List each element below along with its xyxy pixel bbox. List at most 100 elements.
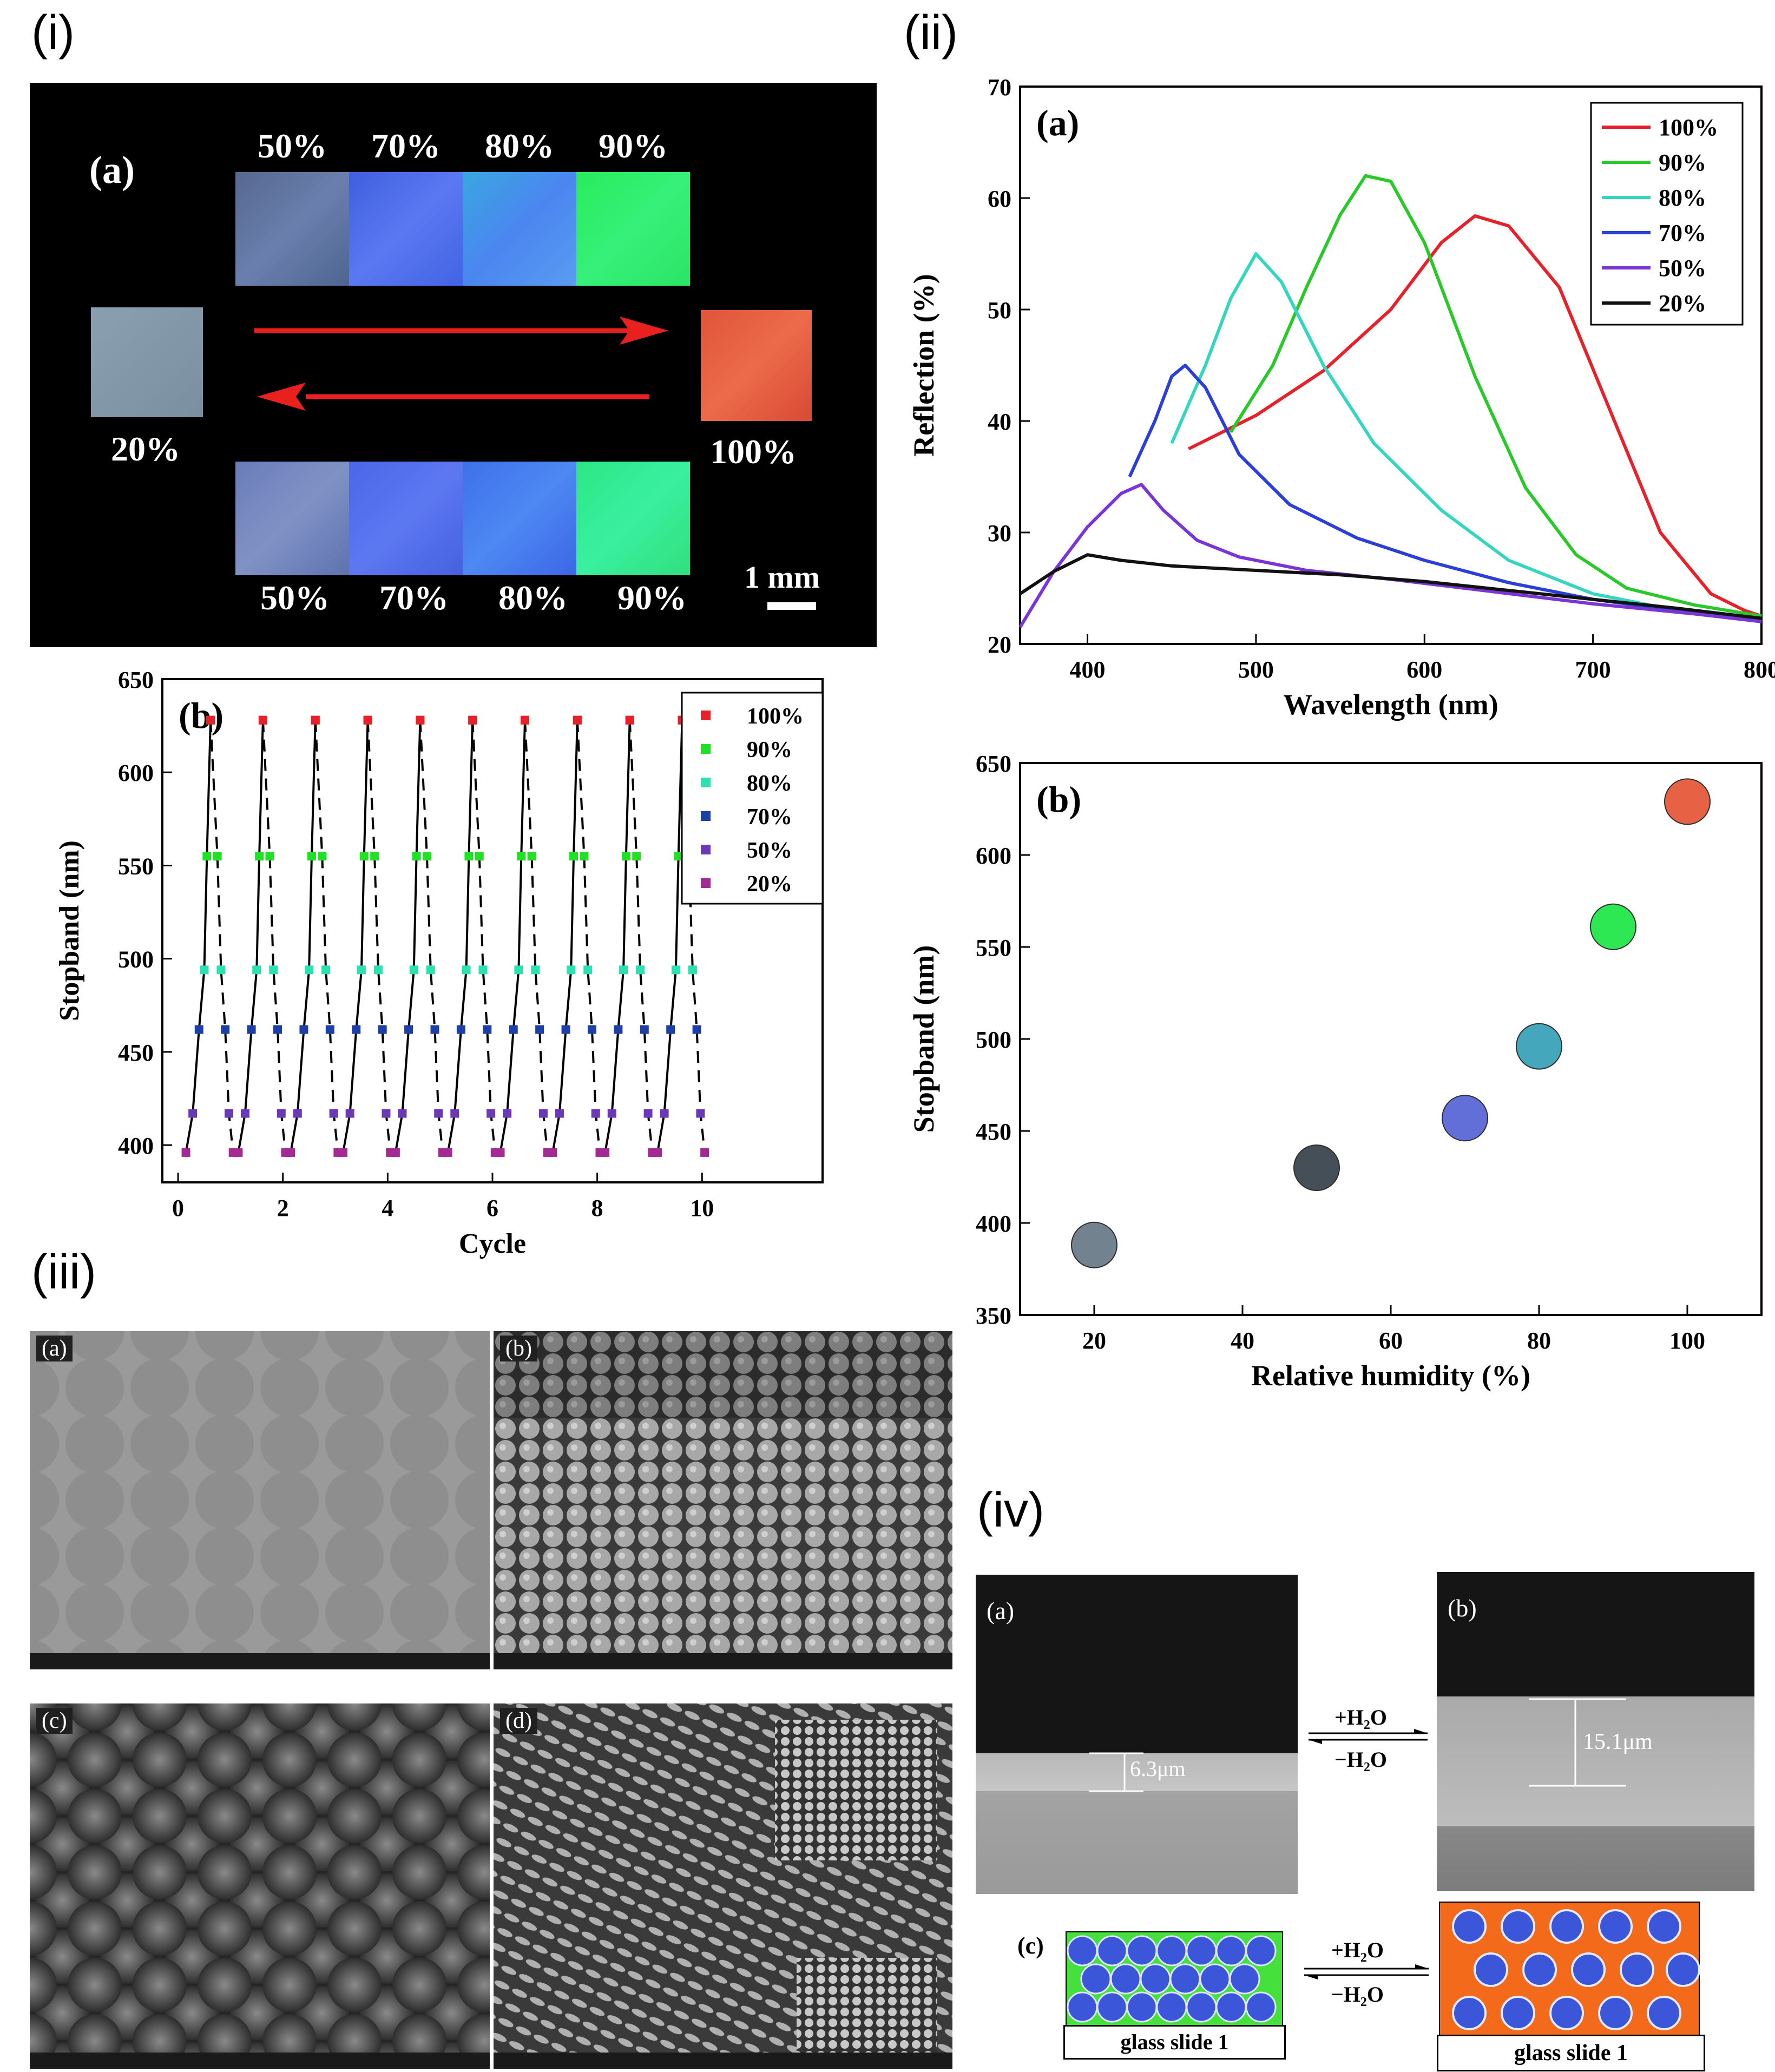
data-point xyxy=(434,1109,443,1118)
swatch-100 xyxy=(701,310,812,421)
data-point xyxy=(188,1109,198,1118)
thickness-a: 6.3μm xyxy=(1130,1757,1186,1781)
colloid-sphere xyxy=(1647,1996,1681,2030)
cycle-rise-line xyxy=(499,720,527,1153)
colloid-sphere xyxy=(1186,1991,1217,2023)
plot-frame xyxy=(1019,762,1763,1316)
sem-image-c: (c) xyxy=(30,1703,490,2069)
sem-label-d: (d) xyxy=(500,1708,537,1734)
data-point xyxy=(224,1109,233,1118)
data-point xyxy=(247,1025,256,1034)
swatch-top-70 xyxy=(349,172,463,286)
data-point xyxy=(688,965,697,975)
scale-label: 1 mm xyxy=(744,560,820,595)
y-axis-label: Stopband (nm) xyxy=(54,840,85,1021)
colloid-sphere xyxy=(1571,1952,1606,1987)
data-point xyxy=(286,1148,295,1157)
data-point xyxy=(1293,1144,1340,1191)
cycle-fall-line xyxy=(419,720,444,1153)
data-point xyxy=(509,1025,518,1034)
colloid-sphere xyxy=(1501,1996,1535,2030)
data-point xyxy=(370,852,379,861)
swatch-top-90 xyxy=(576,172,690,286)
data-point xyxy=(234,1148,243,1157)
minus-water-ab: −H₂O xyxy=(1334,1747,1388,1772)
cycle-rise-line xyxy=(237,720,264,1153)
y-tick-label: 500 xyxy=(118,946,154,973)
cycle-rise-line xyxy=(290,720,317,1153)
y-tick-label: 600 xyxy=(976,843,1011,869)
data-point xyxy=(607,1109,616,1118)
legend-label: 90% xyxy=(747,738,792,762)
x-tick-label: 700 xyxy=(1575,656,1611,683)
swatch-top-80 xyxy=(463,172,576,286)
y-tick-label: 60 xyxy=(988,186,1011,212)
cycle-fall-line xyxy=(314,720,339,1153)
data-point xyxy=(653,1148,662,1157)
y-axis-label: Reflection (%) xyxy=(908,274,940,456)
data-point xyxy=(640,1025,649,1034)
water-arrows-ab: +H₂O −H₂O xyxy=(1298,1705,1438,1772)
y-tick-label: 500 xyxy=(976,1027,1011,1053)
y-tick-label: 600 xyxy=(118,760,154,786)
data-point xyxy=(696,1109,705,1118)
data-point xyxy=(1071,1221,1117,1268)
data-point xyxy=(416,715,425,725)
cycle-rise-line xyxy=(551,720,578,1153)
colloid-sphere xyxy=(1620,1952,1654,1987)
sem-image-b: (b) xyxy=(494,1331,952,1669)
data-point xyxy=(521,715,530,725)
legend-label: 50% xyxy=(1659,255,1706,281)
data-point xyxy=(475,852,484,861)
data-point xyxy=(567,965,576,975)
colloid-sphere xyxy=(1156,1991,1187,2023)
bottom-label-70: 70% xyxy=(379,578,449,617)
data-point xyxy=(555,1109,564,1118)
cycle-fall-line xyxy=(576,720,601,1153)
plus-water-c: +H₂O xyxy=(1331,1938,1384,1962)
legend-label: 100% xyxy=(1659,114,1718,141)
colloid-sphere xyxy=(1199,1963,1231,1995)
thickness-marker-a xyxy=(1089,1752,1143,1792)
legend-label: 70% xyxy=(747,805,792,830)
y-tick-label: 30 xyxy=(988,520,1011,547)
legend-label: 80% xyxy=(747,771,792,796)
data-point xyxy=(359,852,369,861)
y-tick-label: 20 xyxy=(988,632,1011,658)
colloid-sphere xyxy=(1186,1935,1217,1966)
data-point xyxy=(216,965,226,975)
plot-frame xyxy=(1019,85,1763,645)
colloid-sphere xyxy=(1067,1935,1098,1966)
cycle-fall-line xyxy=(628,720,654,1153)
colloid-sphere xyxy=(1549,1996,1584,2030)
data-point xyxy=(404,1025,413,1034)
data-point xyxy=(503,1109,512,1118)
top-label-70: 70% xyxy=(371,127,441,165)
data-point xyxy=(643,1109,653,1118)
chart-ii-a: 400 500 600 700 800 20 30 40 50 60 70 Wavelength (n… xyxy=(908,74,1775,721)
panel-label-iii: (iii) xyxy=(31,1245,96,1299)
data-point xyxy=(181,1148,190,1157)
data-point xyxy=(619,965,628,975)
data-point xyxy=(569,852,578,861)
data-point xyxy=(329,1109,338,1118)
data-point xyxy=(636,965,645,975)
plus-water-ab: +H₂O xyxy=(1334,1705,1388,1729)
data-point xyxy=(391,1148,400,1157)
data-point xyxy=(339,1148,348,1157)
data-point xyxy=(700,1148,709,1157)
cycle-rise-line xyxy=(342,720,369,1153)
arrow-back-head xyxy=(257,383,306,411)
colloid-sphere xyxy=(1169,1963,1201,1995)
data-point xyxy=(412,852,421,861)
colloid-sphere xyxy=(1549,1909,1584,1944)
arrow-forward-head xyxy=(620,317,668,345)
x-tick-label: 8 xyxy=(591,1195,603,1221)
y-axis-label: Stopband (nm) xyxy=(908,945,940,1133)
colloid-sphere xyxy=(1666,1952,1700,1987)
data-point xyxy=(311,715,320,725)
y-tick-label: 650 xyxy=(976,751,1011,777)
minus-water-c: −H₂O xyxy=(1331,1982,1384,2007)
iv-label-a: (a) xyxy=(987,1597,1015,1624)
data-point xyxy=(430,1025,439,1034)
